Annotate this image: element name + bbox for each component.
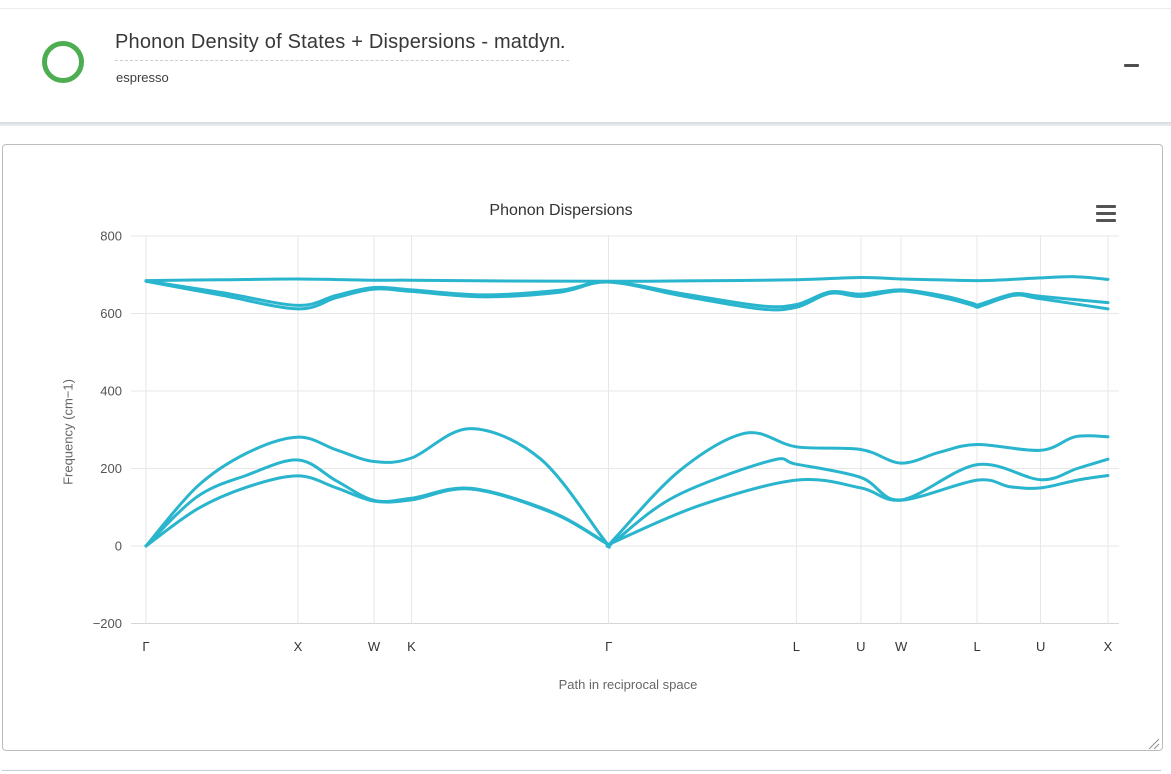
header-card: Phonon Density of States + Dispersions -… bbox=[0, 0, 1171, 122]
page-title: Phonon Density of States + Dispersions -… bbox=[115, 31, 561, 53]
page-title-field[interactable]: Phonon Density of States + Dispersions -… bbox=[115, 31, 569, 61]
x-axis-title: Path in reciprocal space bbox=[558, 677, 698, 692]
resize-grip-icon[interactable] bbox=[1146, 736, 1160, 750]
hamburger-menu-icon bbox=[1096, 204, 1116, 208]
app-subtitle: espresso bbox=[116, 70, 169, 85]
minimize-button[interactable] bbox=[1116, 50, 1146, 80]
header-top-divider bbox=[0, 8, 1171, 9]
green-ring-icon bbox=[42, 41, 84, 83]
chart-card bbox=[2, 144, 1163, 751]
title-caret: . bbox=[560, 35, 565, 51]
y-axis-title: Frequency (cm−1) bbox=[60, 379, 76, 485]
hamburger-menu-icon bbox=[1096, 211, 1116, 215]
chart-context-menu-button[interactable] bbox=[1093, 200, 1119, 226]
chart-title: Phonon Dispersions bbox=[489, 202, 633, 219]
next-card-top-edge bbox=[2, 770, 1161, 774]
header-shadow-divider bbox=[0, 122, 1171, 126]
minimize-icon bbox=[1123, 63, 1139, 67]
hamburger-menu-icon bbox=[1096, 218, 1116, 222]
